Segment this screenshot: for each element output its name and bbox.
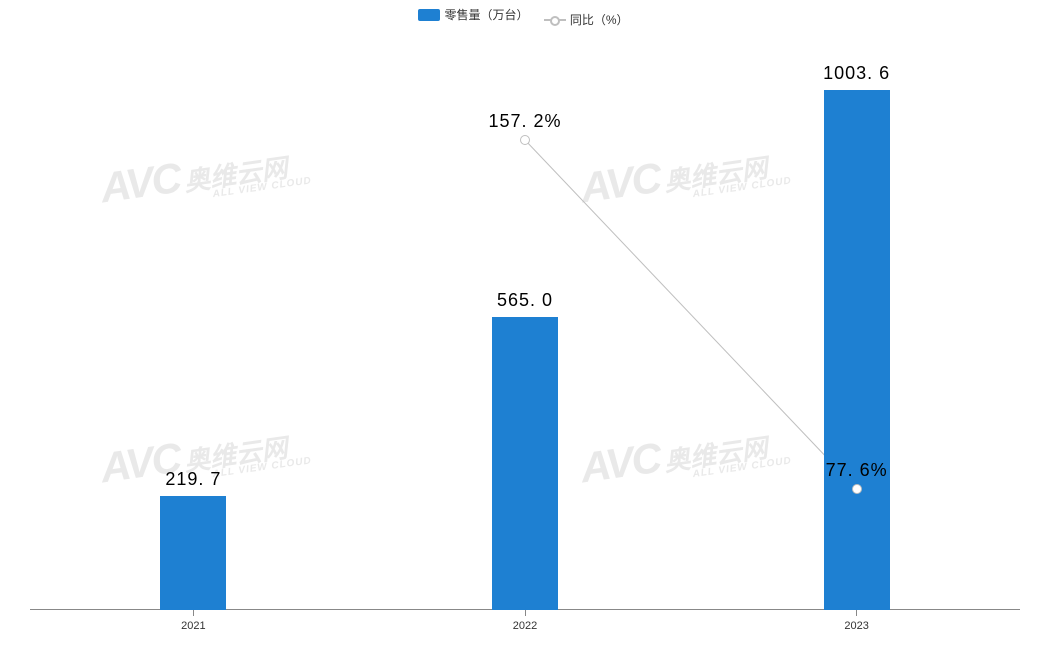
- legend-swatch-bar: [418, 9, 440, 21]
- bar: [824, 90, 890, 610]
- x-axis-label: 2021: [181, 620, 205, 632]
- bar: [160, 496, 226, 610]
- line-marker: [852, 484, 862, 494]
- legend-item-bar: 零售量（万台）: [418, 6, 528, 23]
- x-tick: [525, 610, 526, 616]
- legend-swatch-line: [544, 19, 566, 21]
- bar: [492, 317, 558, 610]
- bar-value-label: 1003. 6: [823, 63, 890, 84]
- chart-legend: 零售量（万台） 同比（%）: [0, 6, 1047, 28]
- x-tick: [193, 610, 194, 616]
- legend-label-bar: 零售量（万台）: [444, 6, 528, 23]
- line-marker: [520, 135, 530, 145]
- x-tick: [856, 610, 857, 616]
- line-value-label: 157. 2%: [488, 111, 561, 132]
- legend-label-line: 同比（%）: [570, 11, 629, 28]
- legend-item-line: 同比（%）: [544, 11, 629, 28]
- x-axis-label: 2023: [844, 620, 868, 632]
- bar-value-label: 219. 7: [165, 469, 221, 490]
- chart-plot-area: 2021219. 72022565. 020231003. 6157. 2%77…: [30, 40, 1020, 610]
- bar-value-label: 565. 0: [497, 290, 553, 311]
- line-value-label: 77. 6%: [826, 460, 888, 481]
- x-axis-label: 2022: [513, 620, 537, 632]
